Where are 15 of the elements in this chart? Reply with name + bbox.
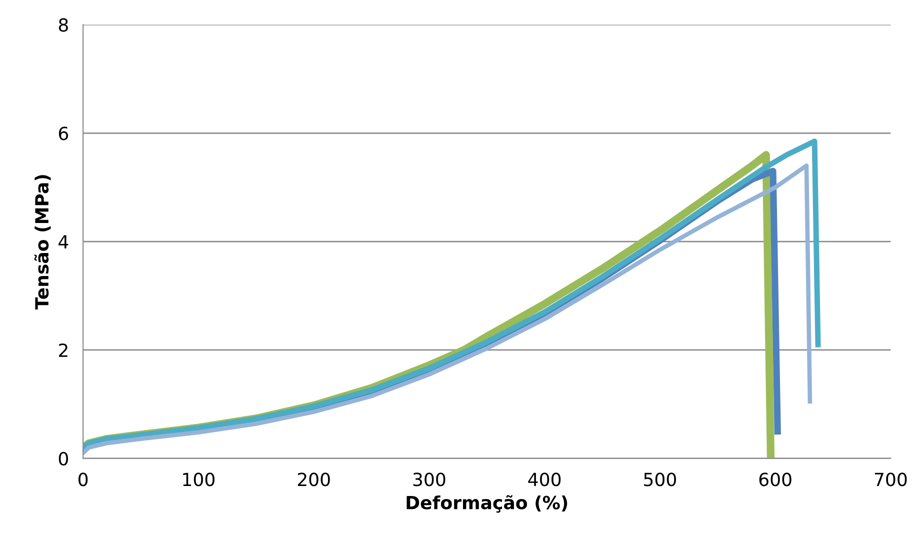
x-tick-label: 300 bbox=[413, 472, 446, 486]
x-tick-label: 100 bbox=[183, 472, 214, 486]
x-tick-label: 500 bbox=[644, 472, 676, 486]
x-tick-label: 0 bbox=[78, 472, 88, 486]
y-tick-label: 8 bbox=[58, 18, 68, 32]
y-tick-label: 0 bbox=[58, 452, 68, 466]
x-tick-label: 200 bbox=[298, 472, 330, 486]
x-tick-label: 400 bbox=[528, 472, 561, 486]
x-tick-label: 600 bbox=[759, 472, 792, 486]
y-tick-label: 6 bbox=[58, 126, 68, 140]
x-axis-title: Deformação (%) bbox=[406, 495, 568, 513]
x-tick-label: 700 bbox=[874, 472, 907, 486]
y-tick-label: 2 bbox=[59, 343, 68, 357]
y-tick-label: 4 bbox=[58, 235, 68, 248]
y-axis-title: Tensão (MPa) bbox=[34, 175, 51, 310]
